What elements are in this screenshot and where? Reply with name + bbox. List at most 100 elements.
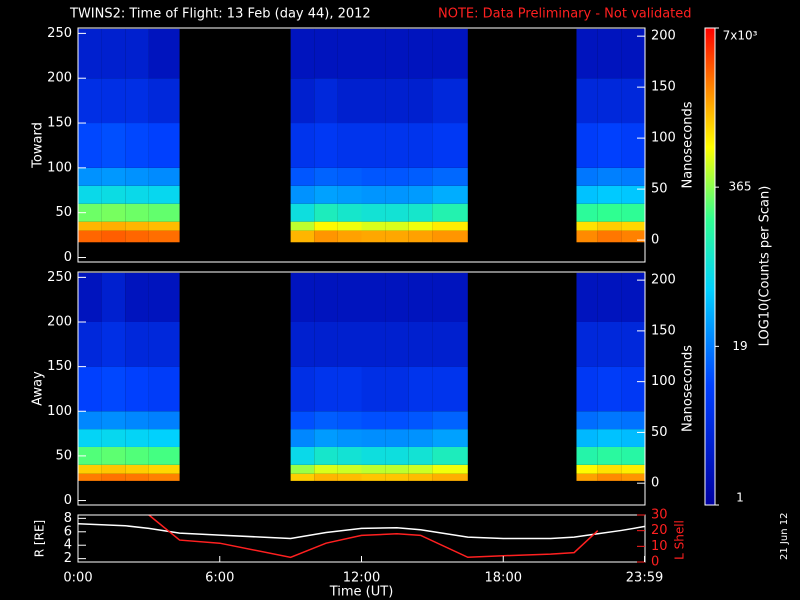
- heatmap-cell: [314, 230, 338, 243]
- heatmap-cell: [125, 429, 149, 447]
- heatmap-cell: [361, 429, 386, 447]
- panel-frame: [77, 271, 646, 506]
- x-tick-label: 12:00: [343, 571, 380, 586]
- heatmap-cell: [125, 411, 149, 430]
- y-tick-label: 200: [47, 71, 72, 86]
- heatmap-cell: [101, 411, 126, 430]
- heatmap-cell: [125, 78, 149, 124]
- heatmap-cell: [290, 78, 315, 124]
- heatmap-cell: [432, 321, 468, 367]
- heatmap-cell: [576, 429, 598, 447]
- heatmap-cell: [361, 464, 386, 474]
- heatmap-cell: [148, 272, 180, 322]
- heatmap-cell: [432, 203, 468, 222]
- heatmap-cell: [408, 203, 433, 222]
- heatmap-cell: [621, 78, 645, 124]
- y2-tick-label: 30: [651, 508, 668, 523]
- heatmap-cell: [290, 446, 315, 465]
- heatmap-cell: [432, 272, 468, 322]
- heatmap-cell: [314, 366, 338, 412]
- heatmap-cell: [101, 221, 126, 231]
- heatmap-cell: [432, 473, 468, 481]
- heatmap-cell: [290, 123, 315, 168]
- heatmap-cell: [148, 446, 180, 465]
- heatmap-cell: [621, 321, 645, 367]
- heatmap-cell: [432, 167, 468, 186]
- x-axis-label: Time (UT): [329, 585, 394, 600]
- heatmap-cell: [314, 464, 338, 474]
- heatmap-cell: [290, 221, 315, 231]
- heatmap-cell: [78, 464, 102, 474]
- y2-tick-label: 100: [651, 374, 676, 389]
- heatmap-cell: [125, 446, 149, 465]
- heatmap-cell: [385, 221, 409, 231]
- heatmap-cell: [385, 185, 409, 204]
- y2-tick-label: 20: [651, 523, 668, 538]
- heatmap-cell: [408, 221, 433, 231]
- heatmap-cell: [597, 446, 622, 465]
- heatmap-cell: [78, 185, 102, 204]
- heatmap-cell: [597, 429, 622, 447]
- heatmap-cell: [78, 366, 102, 412]
- panel-frame: [77, 27, 646, 263]
- heatmap-cell: [78, 78, 102, 124]
- heatmap-cell: [125, 464, 149, 474]
- y-tick-label: 250: [47, 270, 72, 285]
- y2-tick-label: 0: [651, 476, 659, 491]
- heatmap-cell: [290, 411, 315, 430]
- heatmap-cell: [597, 464, 622, 474]
- y-tick-label: 4: [64, 538, 72, 553]
- heatmap-cell: [314, 473, 338, 481]
- heatmap-cell: [385, 167, 409, 186]
- heatmap-cell: [385, 464, 409, 474]
- heatmap-cell: [621, 28, 645, 79]
- heatmap-cell: [385, 203, 409, 222]
- heatmap-cell: [432, 123, 468, 168]
- y2-tick-label: 200: [651, 29, 676, 44]
- note: NOTE: Data Preliminary - Not validated: [438, 7, 692, 22]
- y-tick-label: 100: [47, 404, 72, 419]
- heatmap-cell: [125, 230, 149, 243]
- heatmap-cell: [148, 473, 180, 481]
- colorbar-tick-label: 365: [729, 180, 752, 194]
- colorbar: [704, 27, 716, 506]
- heatmap-cell: [314, 429, 338, 447]
- heatmap-cell: [78, 167, 102, 186]
- heatmap-cell: [78, 203, 102, 222]
- heatmap-cell: [125, 28, 149, 79]
- x-tick-label: 18:00: [485, 571, 522, 586]
- heatmap-cell: [361, 366, 386, 412]
- heatmap-cell: [597, 411, 622, 430]
- heatmap-cell: [101, 78, 126, 124]
- heatmap-cell: [576, 167, 598, 186]
- heatmap-cell: [576, 185, 598, 204]
- heatmap-cell: [597, 167, 622, 186]
- y-axis-label: Away: [31, 371, 46, 406]
- heatmap-cell: [78, 446, 102, 465]
- y-tick-label: 150: [47, 359, 72, 374]
- heatmap-cell: [361, 446, 386, 465]
- heatmap-cell: [408, 464, 433, 474]
- heatmap-cell: [597, 321, 622, 367]
- heatmap-cell: [78, 429, 102, 447]
- heatmap-cell: [361, 321, 386, 367]
- heatmap-cell: [597, 28, 622, 79]
- y2-tick-label: 10: [651, 539, 668, 554]
- heatmap-cell: [408, 78, 433, 124]
- heatmap-cell: [290, 366, 315, 412]
- heatmap-cell: [337, 272, 362, 322]
- heatmap-cell: [576, 411, 598, 430]
- heatmap-cell: [290, 203, 315, 222]
- heatmap-cell: [337, 123, 362, 168]
- heatmap-cell: [337, 203, 362, 222]
- heatmap-cell: [432, 464, 468, 474]
- heatmap-cell: [337, 411, 362, 430]
- heatmap-cell: [125, 473, 149, 481]
- heatmap-cell: [432, 28, 468, 79]
- y-tick-label: 6: [64, 524, 72, 539]
- y-tick-label: 8: [64, 511, 72, 526]
- heatmap-cell: [597, 123, 622, 168]
- heatmap-cell: [385, 473, 409, 481]
- heatmap-cell: [148, 464, 180, 474]
